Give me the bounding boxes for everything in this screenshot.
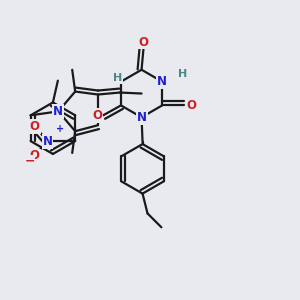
Text: O: O <box>92 109 102 122</box>
Text: O: O <box>186 99 196 112</box>
Text: −: − <box>25 155 35 168</box>
Text: O: O <box>30 120 40 133</box>
Text: H: H <box>113 73 122 83</box>
Text: N: N <box>43 135 52 148</box>
Text: O: O <box>139 35 148 49</box>
Text: N: N <box>53 105 63 118</box>
Text: N: N <box>136 111 147 124</box>
Text: N: N <box>157 75 167 88</box>
Text: +: + <box>56 124 64 134</box>
Text: O: O <box>30 149 40 162</box>
Text: H: H <box>178 69 187 79</box>
